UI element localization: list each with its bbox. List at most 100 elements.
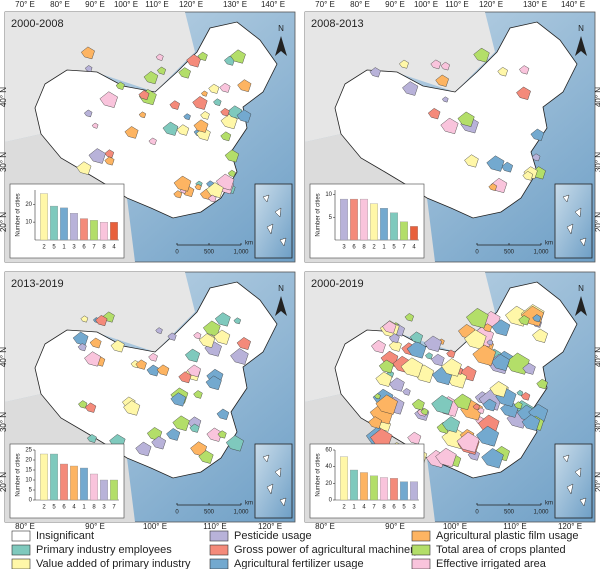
region-patch: [472, 344, 497, 366]
y-tick-label: 15: [25, 468, 32, 474]
y-tick-label: 20: [25, 458, 32, 464]
region-patch: [220, 131, 232, 142]
region-patch: [187, 364, 201, 378]
region-patch: [135, 441, 152, 457]
region-patch: [200, 111, 210, 120]
inset-box: [554, 443, 593, 519]
x-tick-label: 1: [382, 245, 386, 251]
x-tick-label: 5: [392, 245, 396, 251]
region-patch: [135, 359, 147, 370]
region-patch: [197, 51, 208, 61]
bar: [360, 472, 368, 501]
region-patch: [84, 109, 93, 118]
region-patch: [457, 111, 475, 127]
region-patch: [205, 375, 222, 391]
bar: [80, 467, 88, 501]
lon-label: 70° E: [315, 0, 335, 9]
x-tick-label: 3: [412, 505, 416, 511]
bar: [70, 213, 78, 241]
x-tick-label: 2: [42, 245, 46, 251]
x-tick-label: 7: [402, 245, 406, 251]
region-patch: [146, 364, 160, 377]
bar: [370, 203, 378, 241]
scale-label: 500: [504, 250, 515, 256]
x-tick-label: 5: [52, 505, 56, 511]
region-patch: [489, 381, 508, 398]
bar: [370, 475, 378, 501]
region-patch: [198, 333, 216, 348]
region-patch: [374, 393, 381, 400]
legend-swatch: [209, 544, 229, 556]
region-patch: [453, 393, 472, 411]
region-patch: [169, 100, 180, 110]
legend-label: Effective irrigated area: [436, 558, 547, 569]
y-axis-label: Number of cities: [316, 193, 322, 236]
region-patch: [522, 362, 536, 375]
bar: [400, 481, 408, 501]
lon-label: 130° E: [223, 0, 247, 9]
region-patch: [473, 47, 490, 63]
lon-label: 90° E: [85, 0, 105, 9]
region-patch: [124, 126, 139, 139]
region-patch: [402, 388, 411, 396]
lon-label: 110° E: [445, 0, 469, 9]
region-patch: [167, 332, 177, 341]
scale-bar: [176, 243, 242, 246]
x-tick-label: 6: [352, 245, 356, 251]
bar: [80, 218, 88, 241]
region-patch: [368, 416, 382, 429]
north-arrow: [575, 296, 587, 316]
lat-label: 40° N: [594, 347, 600, 367]
region-patch: [402, 81, 419, 96]
bar: [100, 479, 108, 501]
region-patch: [431, 394, 453, 415]
bar: [50, 205, 58, 241]
region-patch: [198, 450, 214, 464]
region-patch: [482, 398, 497, 412]
region-patch: [76, 161, 92, 175]
region-patch: [464, 154, 479, 168]
region-patch: [420, 408, 429, 416]
legend-swatch: [209, 530, 229, 542]
legend-label: Pesticide usage: [234, 530, 312, 542]
region-patch: [77, 343, 87, 352]
y-tick-label: 0: [29, 498, 33, 504]
legend-swatch: [11, 558, 31, 569]
lon-label: 120° E: [179, 0, 203, 9]
panel-title: 2013-2019: [11, 278, 64, 290]
region-patch: [193, 119, 209, 133]
region-patch: [99, 91, 118, 108]
y-tick-label: 10: [325, 192, 332, 198]
region-patch: [519, 65, 530, 75]
region-patch: [486, 155, 505, 172]
region-patch: [186, 54, 202, 68]
region-patch: [225, 435, 244, 452]
x-tick-label: 8: [102, 245, 106, 251]
region-patch: [193, 390, 203, 399]
y-tick-label: 20: [25, 202, 32, 208]
scale-label: 0: [475, 510, 479, 516]
x-tick-label: 6: [82, 245, 86, 251]
lon-label: 110° E: [145, 0, 169, 9]
region-patch: [378, 359, 394, 374]
region-patch: [173, 190, 183, 199]
neighbor-land: [305, 272, 495, 402]
bar: [50, 453, 58, 501]
region-patch: [224, 149, 240, 163]
region-patch: [192, 96, 208, 110]
region-patch: [531, 153, 541, 162]
legend-label: Agricultural fertilizer usage: [234, 558, 364, 569]
legend-swatch: [209, 558, 229, 569]
lat-label: 20° N: [0, 472, 8, 492]
region-patch: [399, 59, 409, 69]
region-patch: [389, 377, 405, 392]
legend-label: Gross power of agricultural machinery: [234, 544, 420, 556]
x-tick-label: 3: [72, 245, 76, 251]
region-patch: [184, 348, 201, 363]
lat-label: 30° N: [0, 152, 8, 172]
region-patch: [156, 364, 170, 376]
lat-label: 40° N: [0, 347, 8, 367]
inset-islands: [562, 194, 587, 247]
region-patch: [220, 107, 230, 117]
x-tick-label: 1: [62, 245, 66, 251]
